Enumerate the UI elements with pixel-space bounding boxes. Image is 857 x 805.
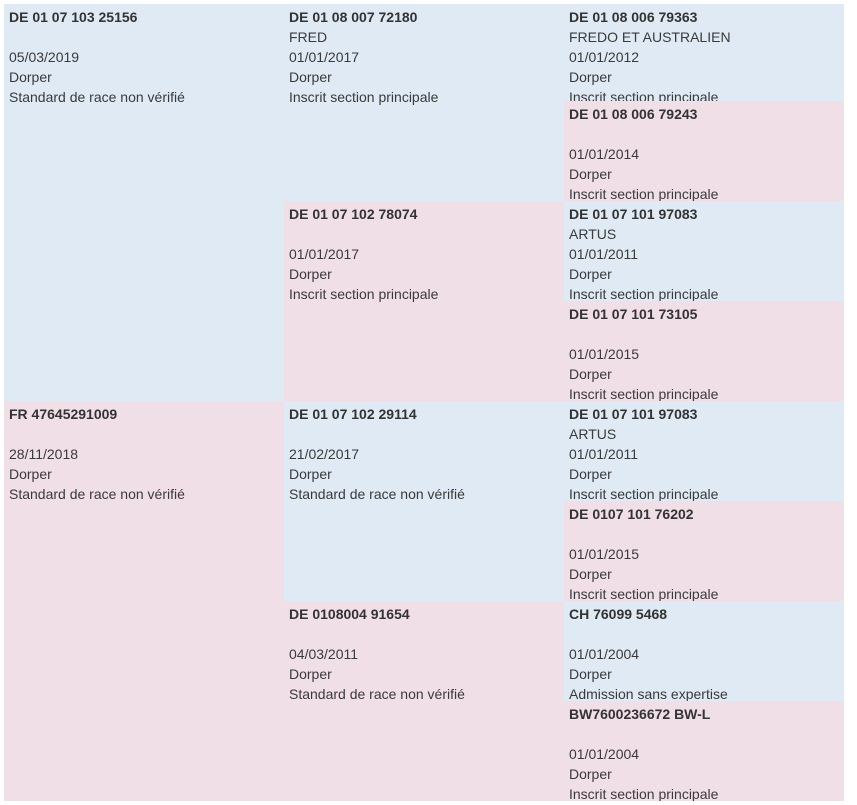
animal-status: Inscrit section principale [569, 586, 719, 601]
animal-status: Standard de race non vérifié [289, 486, 465, 502]
animal-card-dam[interactable]: FR 47645291009 28/11/2018 Dorper Standar… [4, 401, 284, 801]
animal-name [569, 324, 844, 344]
animal-birthdate: 21/02/2017 [289, 446, 360, 462]
animal-card-gen3-1[interactable]: DE 01 08 006 79363 FREDO ET AUSTRALIEN 0… [564, 4, 844, 101]
animal-breed: Dorper [9, 69, 52, 85]
animal-breed: Dorper [569, 366, 612, 382]
animal-breed: Dorper [289, 666, 332, 682]
animal-card-dam-dam[interactable]: DE 0108004 91654 04/03/2011 Dorper Stand… [284, 601, 564, 801]
animal-birthdate: 01/01/2011 [569, 246, 639, 262]
animal-birthdate: 28/11/2018 [9, 446, 79, 462]
animal-name [9, 424, 284, 444]
animal-name: FRED [289, 29, 328, 45]
animal-status: Inscrit section principale [289, 89, 439, 105]
animal-id: DE 01 07 101 97083 [569, 406, 698, 422]
animal-status: Inscrit section principale [569, 286, 719, 301]
animal-status: Standard de race non vérifié [9, 486, 185, 502]
animal-name [569, 524, 844, 544]
animal-id: DE 0107 101 76202 [569, 506, 694, 522]
animal-id: DE 01 07 103 25156 [9, 9, 138, 25]
animal-status: Standard de race non vérifié [289, 686, 465, 702]
pedigree-tree: DE 01 07 103 25156 05/03/2019 Dorper Sta… [4, 4, 844, 801]
animal-name: ARTUS [569, 426, 617, 442]
animal-name [289, 224, 564, 244]
animal-card-sire[interactable]: DE 01 07 103 25156 05/03/2019 Dorper Sta… [4, 4, 284, 401]
animal-card-dam-sire[interactable]: DE 01 07 102 29114 21/02/2017 Dorper Sta… [284, 401, 564, 601]
animal-name: ARTUS [569, 226, 617, 242]
animal-breed: Dorper [289, 466, 332, 482]
animal-status: Admission sans expertise [569, 686, 728, 701]
animal-id: DE 01 08 006 79363 [569, 9, 698, 25]
animal-birthdate: 01/01/2017 [289, 246, 360, 262]
animal-name [289, 424, 564, 444]
animal-name [569, 124, 844, 144]
animal-card-gen3-4[interactable]: DE 01 07 101 73105 01/01/2015 Dorper Ins… [564, 301, 844, 401]
animal-breed: Dorper [289, 266, 332, 282]
animal-birthdate: 01/01/2014 [569, 146, 640, 162]
animal-breed: Dorper [569, 69, 612, 85]
animal-card-gen3-2[interactable]: DE 01 08 006 79243 01/01/2014 Dorper Ins… [564, 101, 844, 201]
animal-name [289, 624, 564, 644]
animal-status: Inscrit section principale [569, 786, 719, 801]
animal-name: FREDO ET AUSTRALIEN [569, 29, 731, 45]
animal-birthdate: 01/01/2004 [569, 746, 640, 762]
animal-status: Inscrit section principale [569, 186, 719, 201]
animal-status: Standard de race non vérifié [9, 89, 185, 105]
animal-breed: Dorper [569, 566, 612, 582]
animal-name [569, 624, 844, 644]
animal-id: DE 01 07 101 97083 [569, 206, 698, 222]
animal-id: DE 0108004 91654 [289, 606, 410, 622]
animal-birthdate: 04/03/2011 [289, 646, 359, 662]
animal-breed: Dorper [569, 666, 612, 682]
animal-birthdate: 01/01/2011 [569, 446, 639, 462]
animal-birthdate: 01/01/2015 [569, 346, 640, 362]
animal-id: FR 47645291009 [9, 406, 118, 422]
animal-breed: Dorper [569, 466, 612, 482]
animal-card-gen3-3[interactable]: DE 01 07 101 97083 ARTUS 01/01/2011 Dorp… [564, 201, 844, 301]
animal-id: DE 01 08 007 72180 [289, 9, 418, 25]
animal-card-gen3-8[interactable]: BW7600236672 BW-L 01/01/2004 Dorper Insc… [564, 701, 844, 801]
animal-breed: Dorper [569, 166, 612, 182]
animal-birthdate: 01/01/2015 [569, 546, 640, 562]
animal-id: CH 76099 5468 [569, 606, 668, 622]
animal-breed: Dorper [9, 466, 52, 482]
animal-name [569, 724, 844, 744]
animal-card-gen3-5[interactable]: DE 01 07 101 97083 ARTUS 01/01/2011 Dorp… [564, 401, 844, 501]
animal-breed: Dorper [569, 766, 612, 782]
animal-id: DE 01 08 006 79243 [569, 106, 698, 122]
animal-status: Inscrit section principale [569, 386, 719, 401]
animal-id: BW7600236672 BW-L [569, 706, 711, 722]
animal-breed: Dorper [569, 266, 612, 282]
animal-status: Inscrit section principale [569, 486, 719, 501]
animal-card-sire-dam[interactable]: DE 01 07 102 78074 01/01/2017 Dorper Ins… [284, 201, 564, 401]
animal-birthdate: 05/03/2019 [9, 49, 80, 65]
animal-card-gen3-7[interactable]: CH 76099 5468 01/01/2004 Dorper Admissio… [564, 601, 844, 701]
animal-name [9, 27, 284, 47]
animal-id: DE 01 07 102 78074 [289, 206, 418, 222]
animal-status: Inscrit section principale [289, 286, 439, 302]
animal-card-gen3-6[interactable]: DE 0107 101 76202 01/01/2015 Dorper Insc… [564, 501, 844, 601]
animal-birthdate: 01/01/2004 [569, 646, 640, 662]
animal-breed: Dorper [289, 69, 332, 85]
animal-status: Inscrit section principale [569, 89, 719, 101]
animal-birthdate: 01/01/2017 [289, 49, 360, 65]
animal-id: DE 01 07 101 73105 [569, 306, 698, 322]
animal-card-sire-sire[interactable]: DE 01 08 007 72180 FRED 01/01/2017 Dorpe… [284, 4, 564, 201]
animal-id: DE 01 07 102 29114 [289, 406, 417, 422]
animal-birthdate: 01/01/2012 [569, 49, 640, 65]
